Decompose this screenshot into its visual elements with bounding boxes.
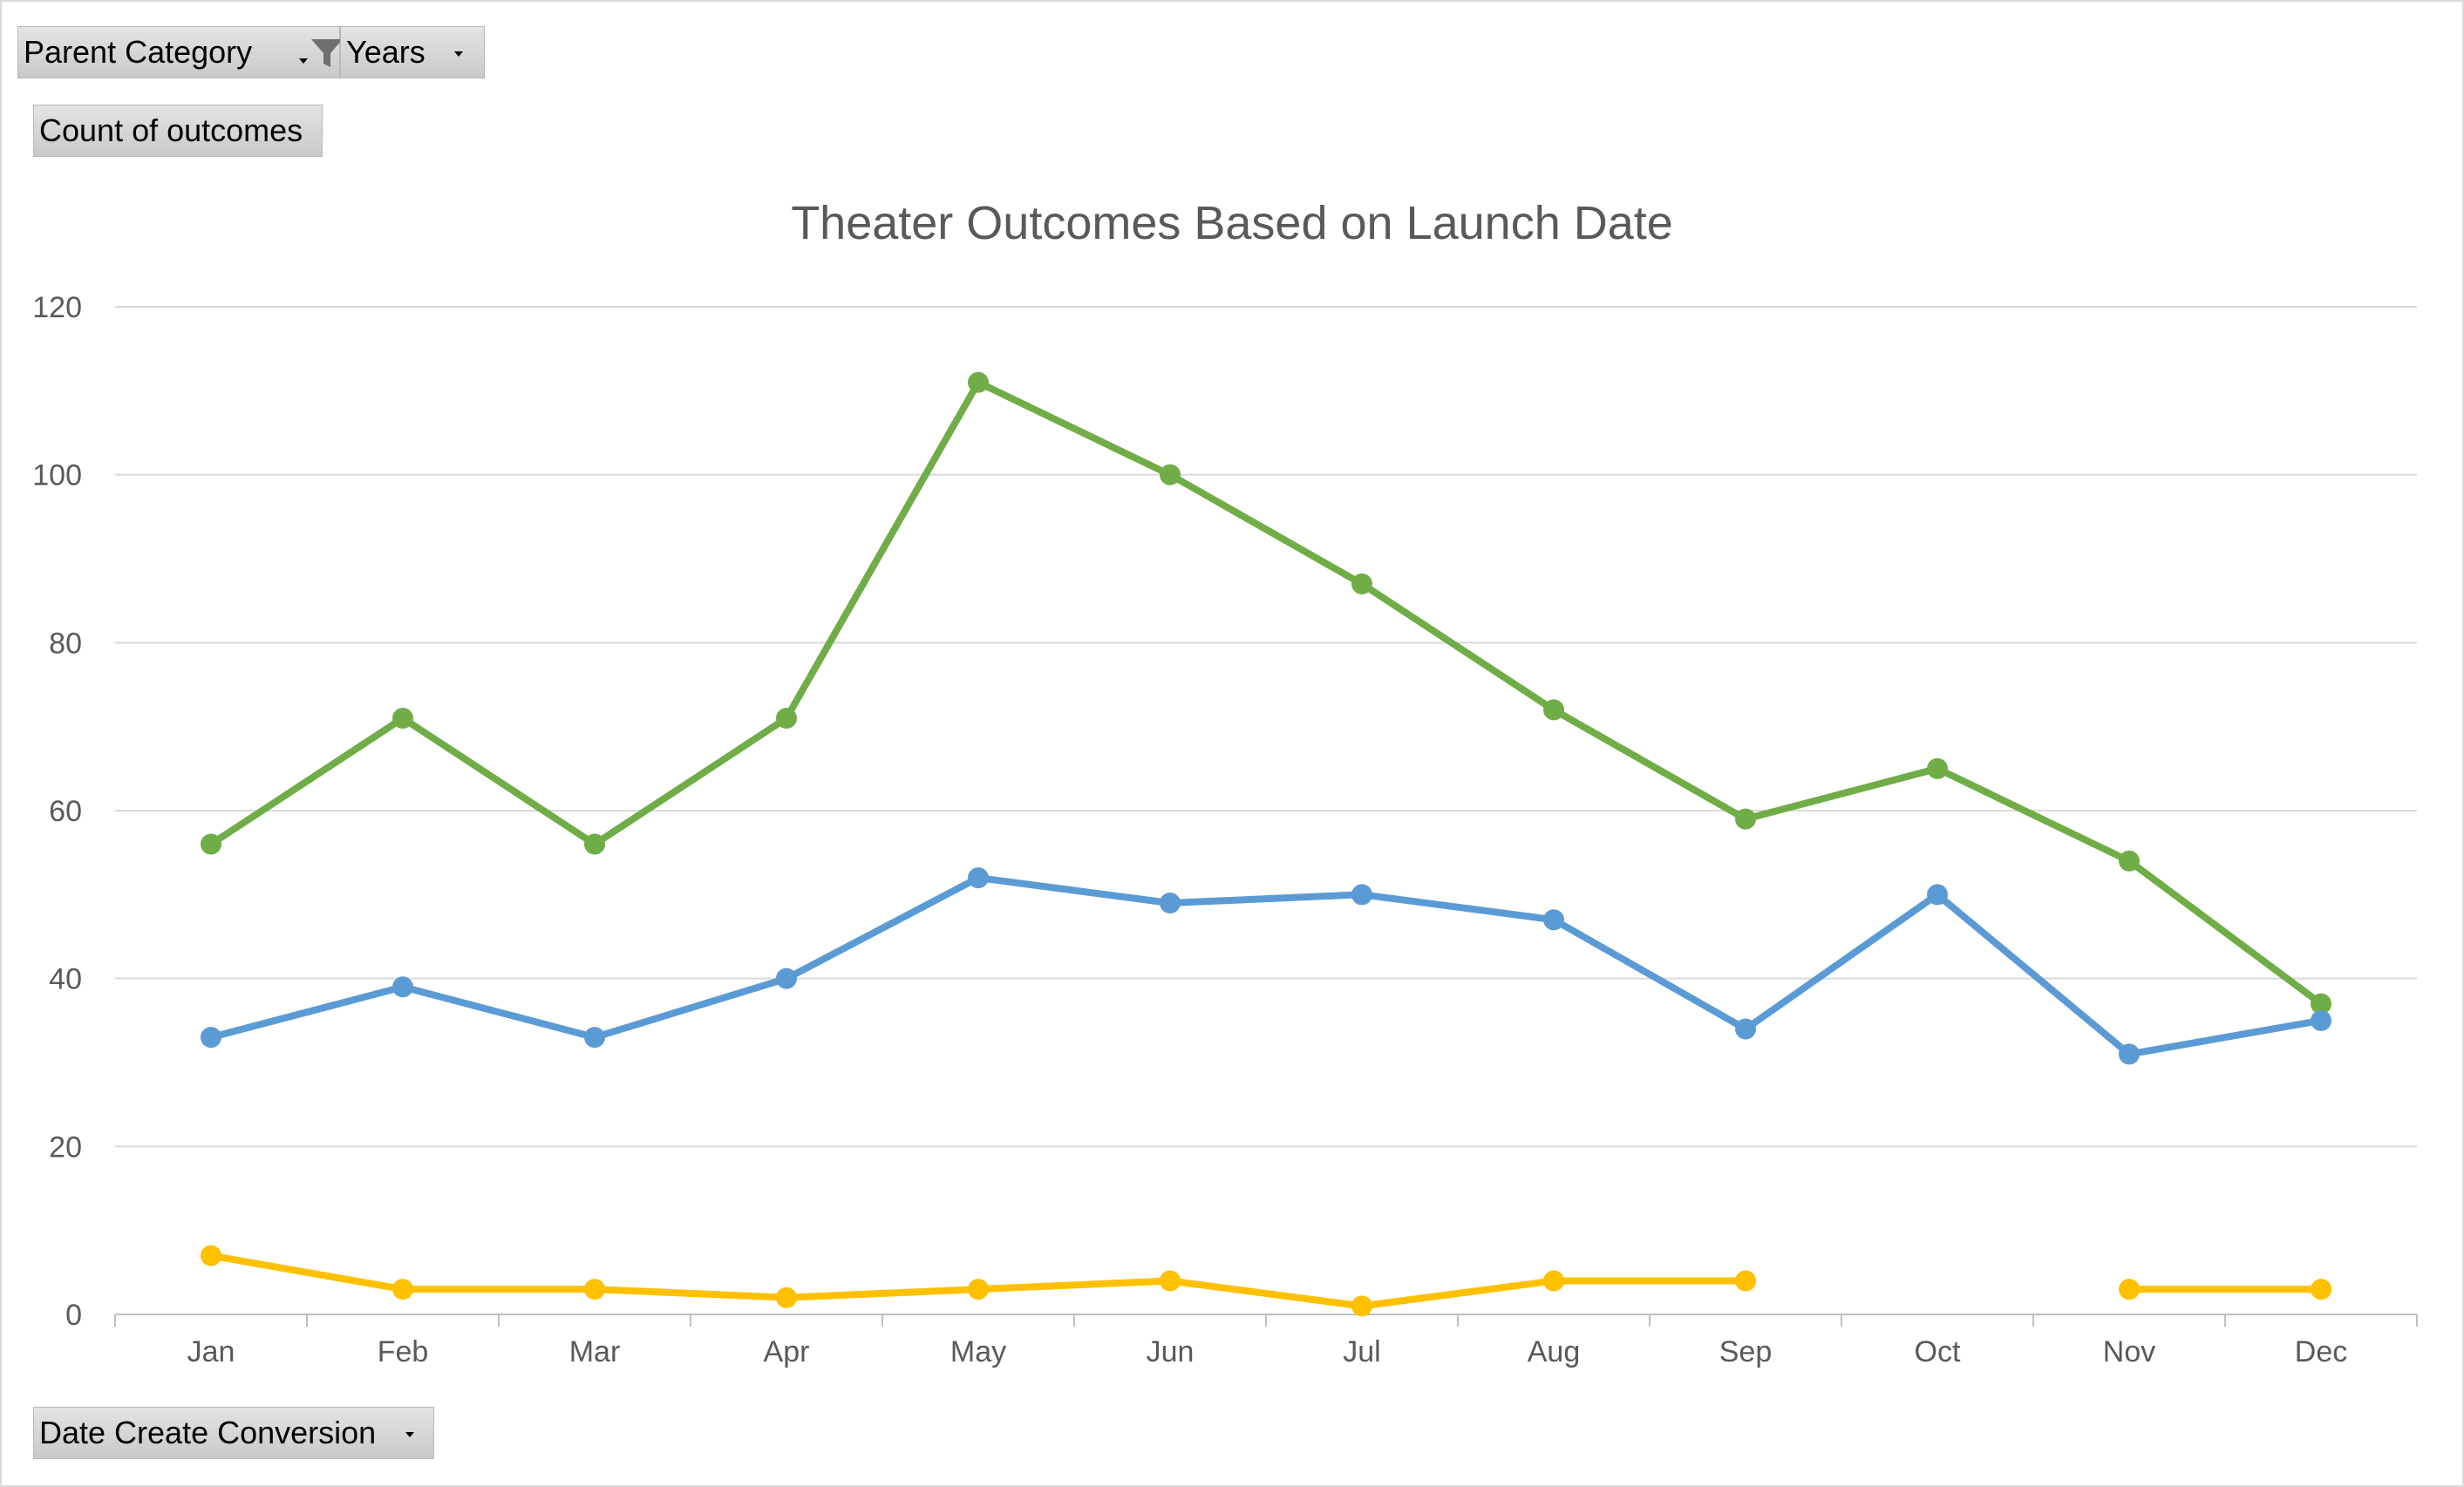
data-point[interactable] xyxy=(1160,1270,1181,1292)
axis-field-button[interactable]: Date Create Conversion xyxy=(33,1407,434,1459)
dropdown-arrow-icon[interactable] xyxy=(299,58,308,64)
data-point[interactable] xyxy=(392,976,413,998)
x-tick-label: Sep xyxy=(1719,1335,1773,1368)
data-point[interactable] xyxy=(1351,1295,1372,1317)
x-tick-label: Jan xyxy=(187,1335,235,1368)
data-point[interactable] xyxy=(1543,909,1564,931)
x-tick-label: Oct xyxy=(1915,1335,1961,1368)
y-tick-label: 100 xyxy=(32,459,82,492)
data-point[interactable] xyxy=(201,1027,221,1049)
x-tick-label: Jun xyxy=(1147,1335,1195,1368)
x-tick-label: Nov xyxy=(2103,1335,2155,1368)
data-point[interactable] xyxy=(1160,464,1181,485)
series-1 xyxy=(201,867,2331,1065)
y-tick-label: 20 xyxy=(49,1131,82,1164)
data-point[interactable] xyxy=(1543,699,1564,721)
series-0 xyxy=(201,371,2331,1015)
dropdown-arrow-icon[interactable] xyxy=(454,51,463,57)
data-point[interactable] xyxy=(2119,1279,2140,1300)
data-point[interactable] xyxy=(776,708,797,730)
x-tick-label: Apr xyxy=(764,1335,810,1368)
series-line xyxy=(208,874,2324,1058)
data-point[interactable] xyxy=(776,968,797,989)
data-point[interactable] xyxy=(392,708,413,730)
data-point[interactable] xyxy=(2119,850,2140,872)
x-tick-label: Aug xyxy=(1528,1335,1581,1368)
data-point[interactable] xyxy=(1927,884,1948,906)
data-point[interactable] xyxy=(1735,1270,1756,1292)
data-point[interactable] xyxy=(201,833,221,855)
series-lines xyxy=(201,371,2331,1317)
x-tick-label: Mar xyxy=(569,1335,621,1368)
values-field-button[interactable]: Count of outcomes xyxy=(33,105,323,157)
x-tick-label: Jul xyxy=(1343,1335,1380,1368)
data-point[interactable] xyxy=(201,1245,221,1266)
data-point[interactable] xyxy=(2311,1279,2331,1300)
data-point[interactable] xyxy=(968,867,989,889)
years-filter-button[interactable]: Years xyxy=(340,26,485,78)
chart-title: Theater Outcomes Based on Launch Date xyxy=(791,197,1673,249)
x-tick-label: May xyxy=(950,1335,1006,1368)
values-field-label: Count of outcomes xyxy=(39,112,303,148)
data-point[interactable] xyxy=(584,1279,605,1300)
y-tick-label: 40 xyxy=(49,963,82,996)
data-point[interactable] xyxy=(584,833,605,855)
series-line xyxy=(208,378,2324,1008)
data-point[interactable] xyxy=(968,1279,989,1300)
parent-category-label: Parent Category xyxy=(24,34,253,70)
y-tick-label: 0 xyxy=(65,1299,82,1332)
data-point[interactable] xyxy=(2119,1043,2140,1065)
y-tick-label: 60 xyxy=(49,795,82,828)
years-label: Years xyxy=(346,34,425,70)
filter-funnel-icon[interactable] xyxy=(310,36,344,71)
gridlines xyxy=(115,306,2417,1148)
data-point[interactable] xyxy=(1735,1018,1756,1040)
dropdown-arrow-icon[interactable] xyxy=(405,1432,414,1437)
data-point[interactable] xyxy=(392,1279,413,1300)
x-tick-label: Feb xyxy=(378,1335,429,1368)
data-point[interactable] xyxy=(1735,808,1756,830)
data-point[interactable] xyxy=(2311,1009,2331,1031)
data-point[interactable] xyxy=(776,1287,797,1308)
data-point[interactable] xyxy=(1543,1270,1564,1292)
data-point[interactable] xyxy=(584,1027,605,1049)
data-point[interactable] xyxy=(1160,892,1181,913)
axis-field-label: Date Create Conversion xyxy=(39,1415,377,1450)
y-tick-label: 120 xyxy=(32,291,82,324)
y-tick-label: 80 xyxy=(49,627,82,660)
data-point[interactable] xyxy=(1351,573,1372,594)
x-tick-label: Dec xyxy=(2295,1335,2347,1368)
axes: 0 20 40 60 80 100 120 Jan Feb Mar Apr May Jun Jul Aug S… xyxy=(32,291,2418,1368)
series-2 xyxy=(201,1245,2331,1317)
data-point[interactable] xyxy=(1927,757,1948,779)
data-point[interactable] xyxy=(1351,884,1372,906)
parent-category-filter-button[interactable]: Parent Category xyxy=(17,26,343,78)
data-point[interactable] xyxy=(968,371,989,393)
